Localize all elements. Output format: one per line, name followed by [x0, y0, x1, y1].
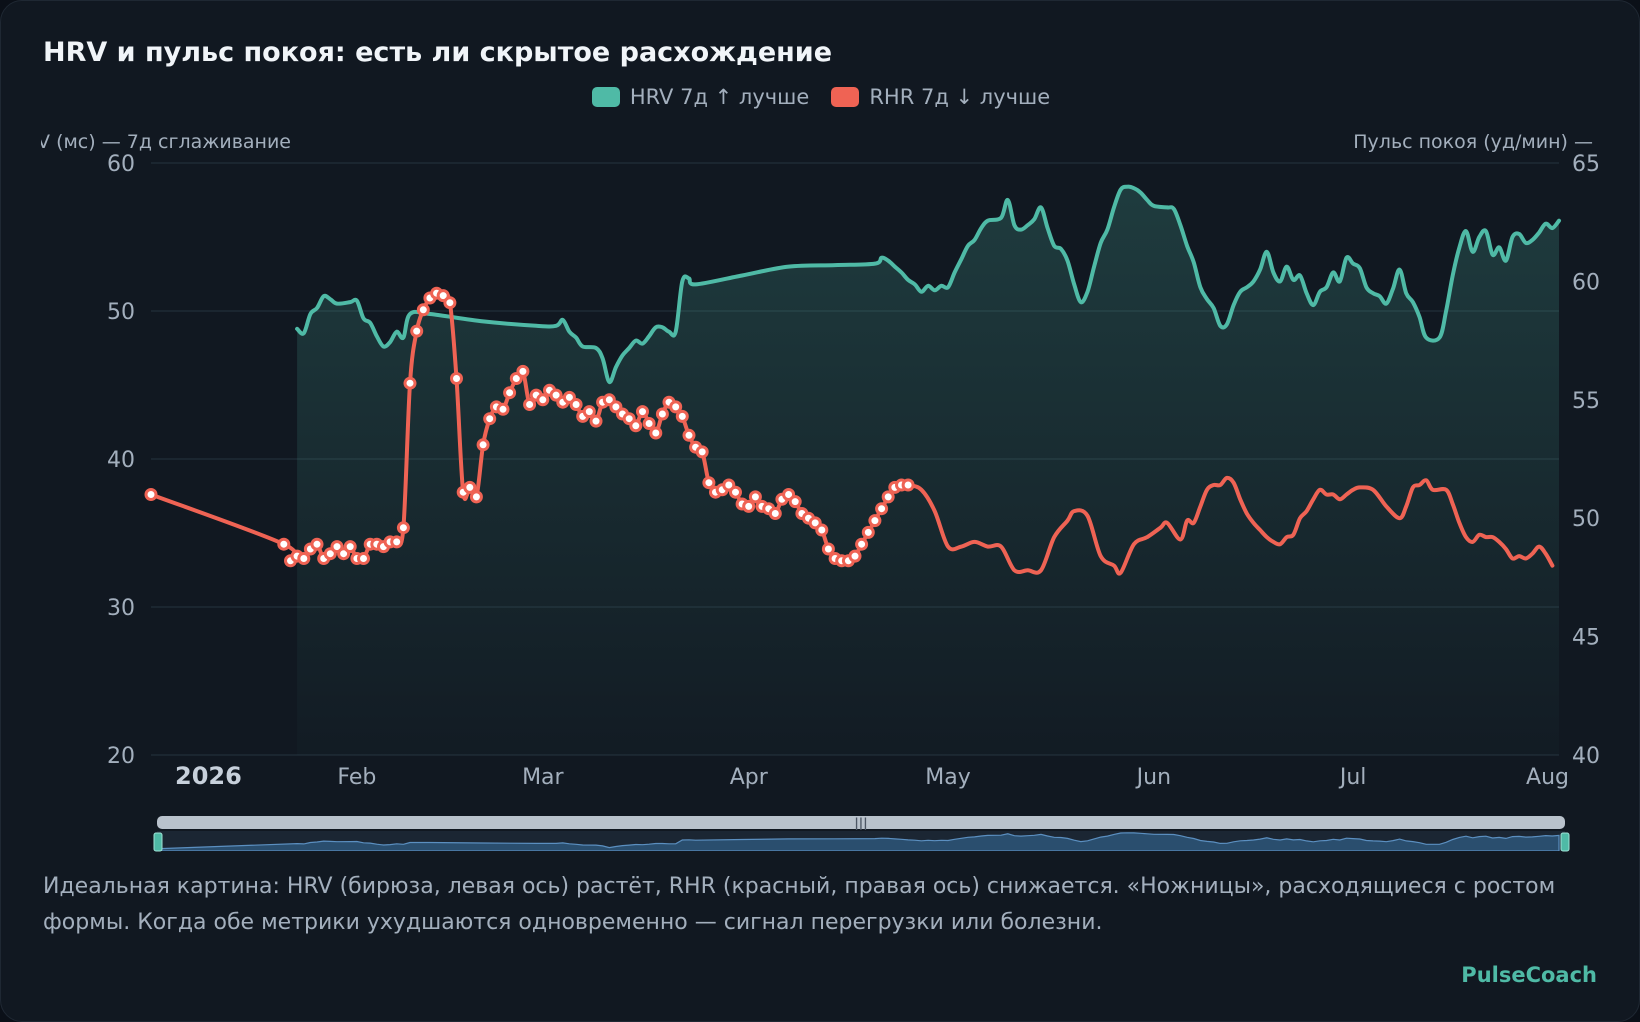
rhr-point	[390, 535, 404, 549]
x-tick-label: Feb	[337, 765, 376, 790]
legend-swatch-rhr	[831, 87, 860, 107]
y-right-tick-label: 55	[1572, 389, 1600, 414]
rhr-point	[483, 412, 497, 426]
navigator-handle-right[interactable]	[1560, 832, 1570, 852]
rhr-point	[569, 398, 583, 411]
rhr-point	[589, 414, 603, 428]
rhr-point	[469, 490, 483, 504]
y-right-tick-label: 45	[1572, 626, 1600, 651]
rhr-point	[416, 303, 430, 317]
scrollbar-track[interactable]	[157, 816, 1565, 829]
rhr-point	[848, 549, 862, 563]
legend-item-hrv[interactable]: HRV 7д ↑ лучше	[591, 85, 810, 109]
navigator-handle-left[interactable]	[153, 832, 163, 852]
rhr-point	[815, 523, 829, 537]
brand-label: PulseCoach	[1461, 963, 1597, 987]
rhr-point	[629, 419, 643, 433]
rhr-point	[702, 476, 716, 490]
chart-title: HRV и пульс покоя: есть ли скрытое расхо…	[43, 37, 833, 68]
scrollbar-grip-icon: |||	[854, 816, 867, 830]
rhr-point	[463, 480, 477, 494]
rhr-point	[768, 507, 782, 520]
rhr-point	[855, 537, 869, 551]
y-left-tick-label: 20	[107, 744, 135, 769]
rhr-point	[310, 537, 324, 551]
rhr-point	[669, 400, 683, 414]
rhr-point	[675, 409, 689, 423]
y-left-tick-label: 60	[107, 152, 135, 177]
legend: HRV 7д ↑ лучше RHR 7д ↓ лучше	[1, 85, 1639, 109]
y-left-axis-title: HRV (мс) — 7д сглаживание	[41, 131, 291, 153]
rhr-point	[516, 364, 530, 378]
rhr-point	[861, 525, 875, 539]
rhr-point	[742, 499, 756, 513]
rhr-point	[503, 386, 517, 400]
x-tick-label: Jun	[1135, 765, 1171, 790]
rhr-point	[357, 552, 370, 565]
rhr-point	[788, 495, 802, 509]
y-left-axis-title-text: HRV (мс) — 7д сглаживание	[41, 131, 291, 153]
rhr-point	[682, 428, 696, 442]
navigator-series	[157, 832, 1560, 851]
rhr-point	[875, 502, 889, 516]
legend-item-rhr[interactable]: RHR 7д ↓ лучше	[831, 85, 1050, 109]
rhr-point	[642, 417, 656, 430]
rhr-point	[277, 537, 291, 551]
rhr-point	[496, 402, 510, 416]
rhr-point	[297, 552, 311, 565]
rhr-point	[655, 407, 669, 421]
legend-label-hrv: HRV 7д ↑ лучше	[629, 85, 810, 109]
rhr-point	[695, 445, 709, 459]
y-right-tick-label: 40	[1572, 744, 1600, 769]
hrv-area	[297, 186, 1560, 756]
rhr-point	[901, 478, 915, 492]
rhr-point	[450, 372, 463, 385]
rhr-point	[649, 426, 663, 440]
rhr-point	[729, 485, 742, 499]
rhr-point	[144, 488, 158, 501]
rhr-point	[881, 490, 895, 504]
chart-caption: Идеальная картина: HRV (бирюза, левая ос…	[43, 874, 1556, 935]
y-right-tick-label: 60	[1572, 270, 1600, 295]
y-left-tick-label: 40	[107, 448, 135, 473]
x-tick-label: Jul	[1338, 765, 1367, 790]
rhr-point	[748, 490, 762, 504]
y-left-tick-label: 50	[107, 300, 135, 325]
x-tick-label: Aug	[1526, 765, 1569, 790]
legend-swatch-hrv	[591, 87, 620, 107]
rhr-point	[410, 324, 424, 338]
rhr-point	[536, 393, 550, 407]
y-right-tick-label: 65	[1572, 152, 1600, 177]
rhr-point	[343, 540, 357, 554]
hrv-line	[295, 184, 1561, 385]
rhr-point	[476, 438, 490, 452]
legend-label-rhr: RHR 7д ↓ лучше	[869, 85, 1051, 109]
rhr-point	[523, 398, 537, 411]
rhr-point	[868, 514, 882, 528]
x-tick-label: May	[925, 765, 970, 790]
rhr-point	[582, 405, 596, 419]
y-left-tick-label: 30	[107, 596, 135, 621]
x-tick-label: 2026	[175, 762, 242, 790]
rhr-point	[821, 542, 835, 556]
x-tick-label: Mar	[522, 765, 564, 790]
rhr-point	[403, 376, 417, 390]
x-tick-label: Apr	[730, 765, 769, 790]
rhr-point	[443, 296, 457, 310]
y-right-tick-label: 50	[1572, 507, 1600, 532]
rhr-point	[636, 405, 649, 419]
y-right-axis-title: Пульс покоя (уд/мин) —	[1353, 131, 1593, 153]
rhr-point	[396, 521, 410, 535]
